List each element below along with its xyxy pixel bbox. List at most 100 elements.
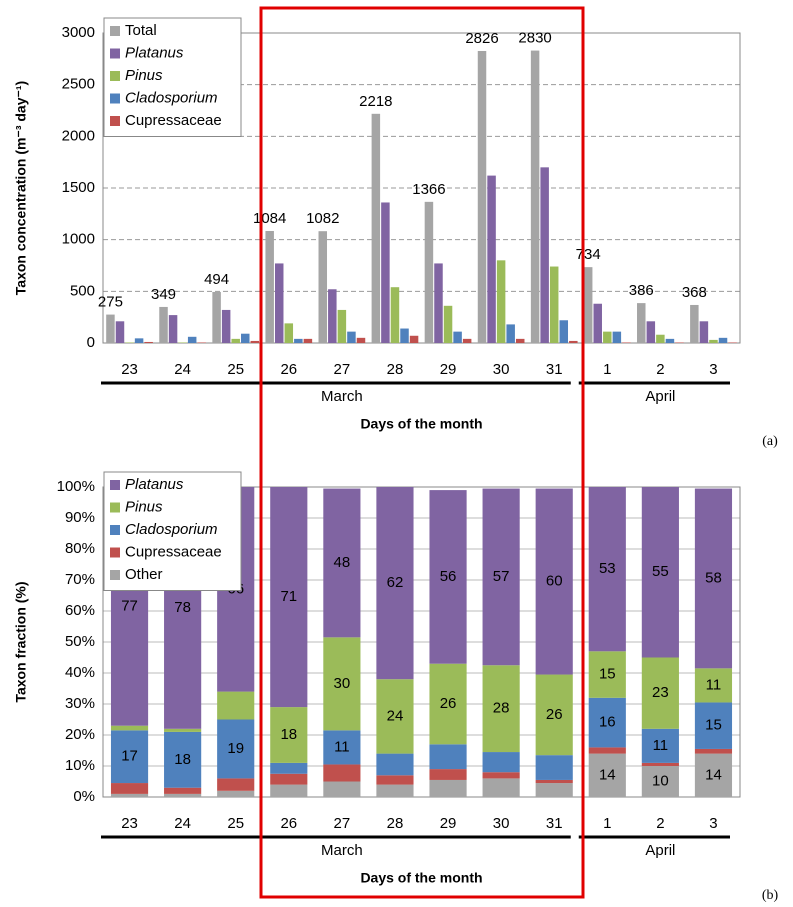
bar xyxy=(429,663,467,745)
legend-swatch xyxy=(110,525,120,535)
bar xyxy=(270,773,308,785)
y-tick-label: 40% xyxy=(65,664,95,681)
bar xyxy=(583,267,593,343)
bar xyxy=(709,339,718,343)
data-label: 494 xyxy=(204,271,229,288)
data-label: 24 xyxy=(387,707,404,724)
data-label: 386 xyxy=(629,282,654,299)
data-label: 60 xyxy=(546,573,563,590)
bar xyxy=(694,753,733,797)
bar xyxy=(588,753,626,797)
bar xyxy=(690,304,699,343)
bar xyxy=(622,342,631,343)
bar xyxy=(535,779,573,784)
bar xyxy=(323,730,361,765)
y-tick-label: 3000 xyxy=(62,24,95,41)
bar xyxy=(593,303,602,343)
data-label: 58 xyxy=(705,569,722,586)
group-label: March xyxy=(321,842,363,859)
legend-swatch xyxy=(110,48,120,59)
x-tick-label: 26 xyxy=(280,361,297,378)
x-tick-label: 23 xyxy=(121,815,138,832)
bar xyxy=(347,331,356,343)
y-tick-label: 10% xyxy=(65,757,95,774)
bar xyxy=(274,263,284,343)
plot-frame xyxy=(102,486,741,798)
bar xyxy=(231,338,240,343)
y-tick-label: 1000 xyxy=(62,231,95,248)
legend-label: Cupressaceae xyxy=(125,112,222,129)
bar xyxy=(323,781,361,797)
bar xyxy=(270,784,308,797)
bar xyxy=(588,487,626,652)
bar xyxy=(164,793,202,797)
x-tick-label: 25 xyxy=(227,815,244,832)
data-label: 10 xyxy=(652,772,669,789)
data-label: 18 xyxy=(174,751,191,768)
bar xyxy=(641,487,679,658)
bar xyxy=(164,731,202,788)
bar xyxy=(159,306,168,343)
y-tick-label: 2000 xyxy=(62,127,95,144)
bar xyxy=(110,730,149,784)
data-label: 734 xyxy=(576,246,601,263)
data-label: 1082 xyxy=(306,210,339,227)
bar xyxy=(323,637,361,731)
legend-swatch xyxy=(110,26,120,36)
bar xyxy=(612,331,622,343)
group-label: April xyxy=(645,388,675,405)
bar xyxy=(125,342,134,343)
data-label: 71 xyxy=(280,588,297,605)
bar xyxy=(694,748,733,754)
y-tick-label: 50% xyxy=(65,633,95,650)
x-tick-label: 27 xyxy=(334,361,351,378)
bar xyxy=(400,328,409,343)
bar xyxy=(675,342,684,343)
bar xyxy=(115,321,125,343)
bar xyxy=(443,305,453,343)
bar xyxy=(221,309,231,343)
bar xyxy=(453,331,462,343)
bar xyxy=(515,338,525,343)
bar xyxy=(110,793,149,797)
x-tick-label: 28 xyxy=(387,361,404,378)
data-label: 16 xyxy=(599,714,616,731)
y-tick-label: 20% xyxy=(65,726,95,743)
bar xyxy=(665,338,675,343)
x-tick-label: 3 xyxy=(709,361,717,378)
legend-swatch xyxy=(110,116,120,126)
bar xyxy=(588,697,626,748)
bar xyxy=(164,728,202,732)
bar xyxy=(337,309,347,343)
bar xyxy=(482,772,520,779)
data-label: 53 xyxy=(599,560,616,577)
bar xyxy=(110,783,149,794)
x-tick-label: 1 xyxy=(603,361,611,378)
bar xyxy=(434,263,443,343)
bar xyxy=(390,287,400,343)
data-label: 56 xyxy=(440,568,457,585)
data-label: 349 xyxy=(151,286,176,303)
x-tick-label: 26 xyxy=(280,815,297,832)
data-label: 28 xyxy=(493,700,510,717)
x-axis-title: Days of the month xyxy=(360,416,482,432)
data-label: 11 xyxy=(706,676,722,693)
bar xyxy=(637,303,646,343)
bar xyxy=(487,175,496,343)
bar xyxy=(694,702,733,749)
bar xyxy=(694,488,733,669)
bar xyxy=(250,340,260,343)
data-label: 30 xyxy=(334,675,351,692)
data-label: 62 xyxy=(387,574,404,591)
data-label: 17 xyxy=(121,748,138,765)
y-axis-title: Taxon fraction (%) xyxy=(13,581,29,702)
bar xyxy=(217,691,255,720)
bar xyxy=(376,753,414,776)
bar xyxy=(535,488,573,675)
bar xyxy=(144,341,153,343)
bar xyxy=(376,784,414,797)
bar xyxy=(178,342,187,343)
y-tick-label: 80% xyxy=(65,540,95,557)
data-label: 78 xyxy=(174,599,191,616)
data-label: 1366 xyxy=(412,181,445,198)
